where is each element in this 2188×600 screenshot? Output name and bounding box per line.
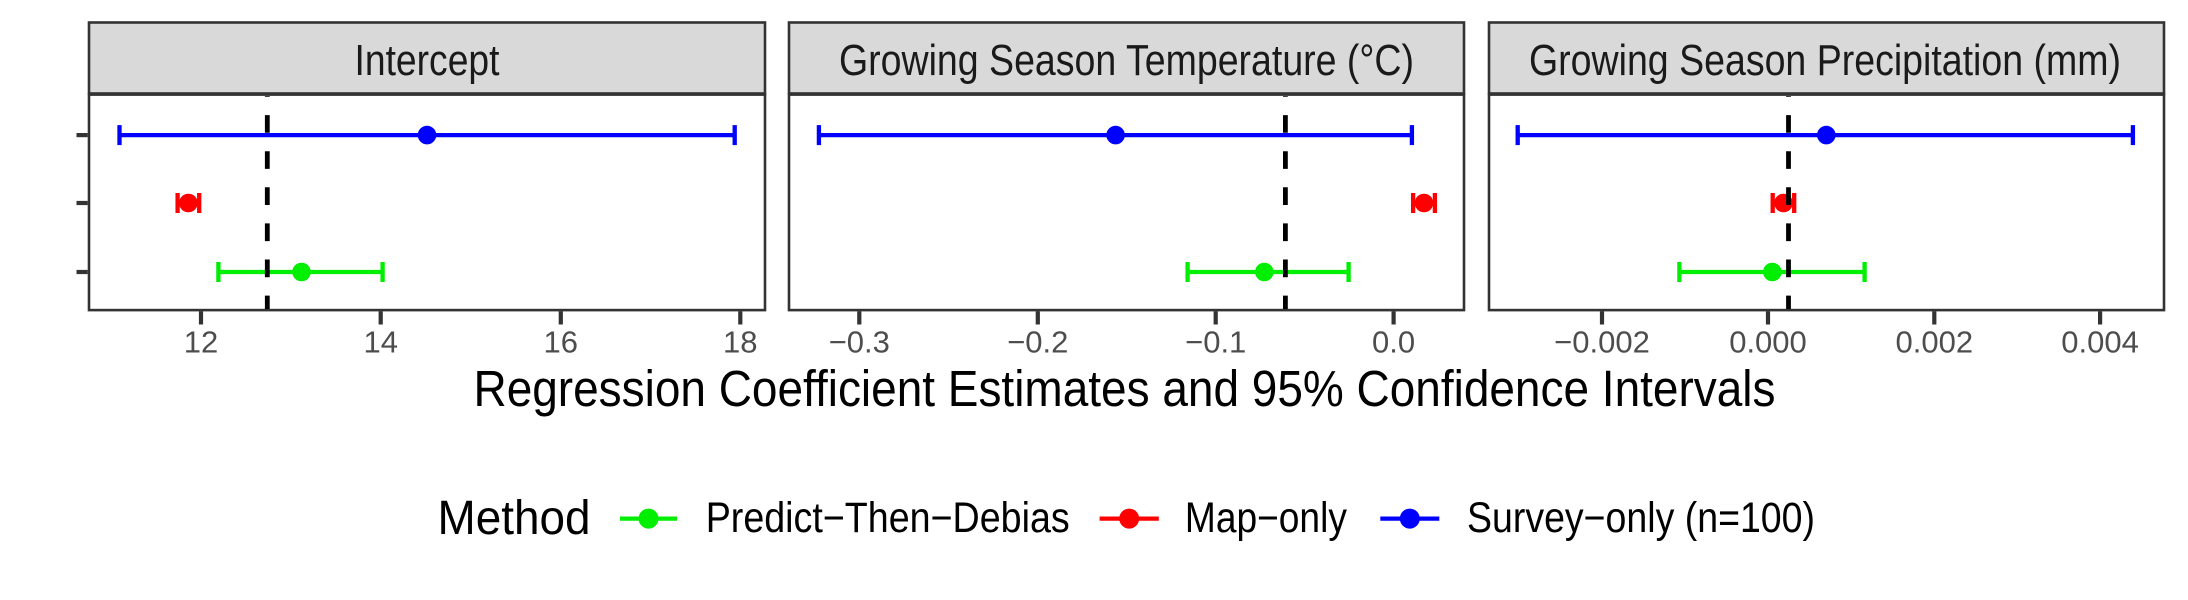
svg-text:Intercept: Intercept — [355, 36, 500, 85]
svg-text:0.004: 0.004 — [2061, 324, 2139, 359]
svg-text:−0.2: −0.2 — [1007, 324, 1068, 359]
svg-text:18: 18 — [723, 324, 757, 359]
svg-text:Map−only: Map−only — [1185, 495, 1348, 542]
svg-text:14: 14 — [363, 324, 397, 359]
svg-text:Predict−Then−Debias: Predict−Then−Debias — [706, 495, 1070, 542]
svg-text:−0.3: −0.3 — [829, 324, 890, 359]
svg-text:16: 16 — [544, 324, 578, 359]
svg-text:−0.1: −0.1 — [1185, 324, 1246, 359]
svg-text:Growing Season Precipitation (: Growing Season Precipitation (mm) — [1529, 36, 2121, 85]
svg-text:0.0: 0.0 — [1372, 324, 1415, 359]
svg-text:0.000: 0.000 — [1729, 324, 1807, 359]
svg-text:0.002: 0.002 — [1896, 324, 1974, 359]
svg-text:12: 12 — [184, 324, 218, 359]
svg-text:−0.002: −0.002 — [1554, 324, 1650, 359]
svg-text:Method: Method — [438, 492, 591, 545]
svg-text:Regression Coefficient Estimat: Regression Coefficient Estimates and 95%… — [474, 360, 1776, 417]
svg-text:Survey−only (n=100): Survey−only (n=100) — [1467, 495, 1815, 542]
svg-text:Growing Season Temperature (°C: Growing Season Temperature (°C) — [839, 36, 1414, 85]
